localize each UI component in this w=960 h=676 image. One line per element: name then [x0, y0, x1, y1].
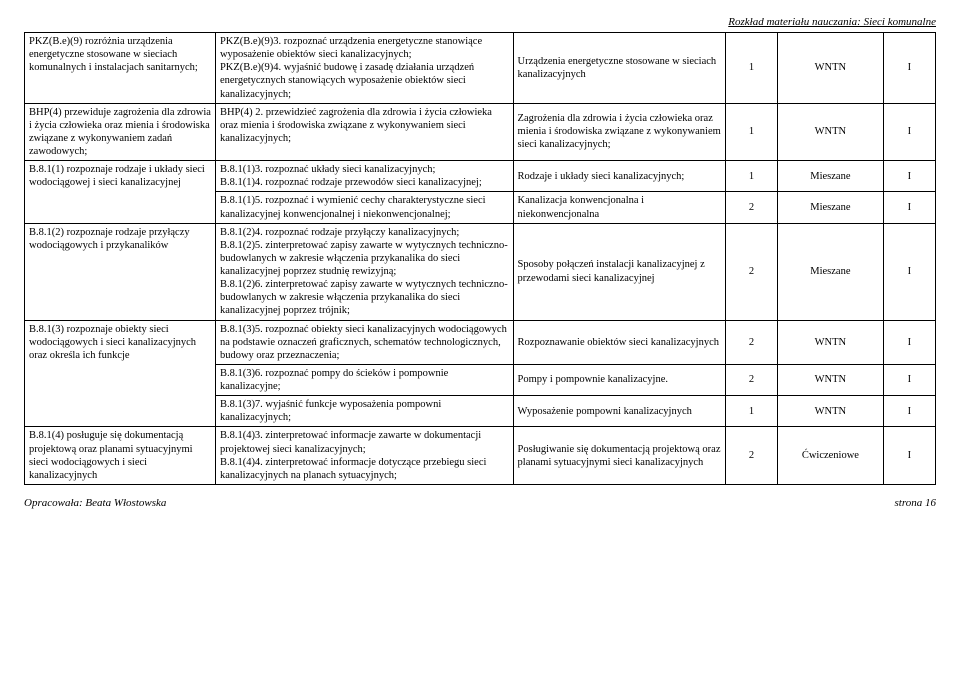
- table-row: PKZ(B.e)(9) rozróżnia urządzenia energet…: [25, 33, 936, 104]
- cell-col2: B.8.1(3)6. rozpoznać pompy do ścieków i …: [215, 364, 513, 395]
- cell-col2: B.8.1(3)5. rozpoznać obiekty sieci kanal…: [215, 320, 513, 364]
- cell-col5: WNTN: [778, 396, 884, 427]
- cell-col5: WNTN: [778, 364, 884, 395]
- table-row: B.8.1(4) posługuje się dokumentacją proj…: [25, 427, 936, 485]
- footer-author: Opracowała: Beata Włostowska: [24, 497, 166, 509]
- page-header: Rozkład materiału nauczania: Sieci komun…: [24, 16, 936, 28]
- table-row: B.8.1(1) rozpoznaje rodzaje i układy sie…: [25, 161, 936, 192]
- cell-col3: Sposoby połączeń instalacji kanalizacyjn…: [513, 223, 725, 320]
- cell-col2: B.8.1(1)3. rozpoznać układy sieci kanali…: [215, 161, 513, 192]
- cell-col6: I: [883, 161, 935, 192]
- cell-col1: B.8.1(3) rozpoznaje obiekty sieci wodoci…: [25, 320, 216, 427]
- cell-col3: Zagrożenia dla zdrowia i życia człowieka…: [513, 103, 725, 161]
- cell-col3: Wyposażenie pompowni kanalizacyjnych: [513, 396, 725, 427]
- table-row: B.8.1(2) rozpoznaje rodzaje przyłączy wo…: [25, 223, 936, 320]
- cell-col5: Ćwiczeniowe: [778, 427, 884, 485]
- cell-col3: Kanalizacja konwencjonalna i niekonwencj…: [513, 192, 725, 223]
- cell-col1: BHP(4) przewiduje zagrożenia dla zdrowia…: [25, 103, 216, 161]
- cell-col1: B.8.1(4) posługuje się dokumentacją proj…: [25, 427, 216, 485]
- cell-col1: PKZ(B.e)(9) rozróżnia urządzenia energet…: [25, 33, 216, 104]
- cell-col6: I: [883, 396, 935, 427]
- cell-col1: B.8.1(2) rozpoznaje rodzaje przyłączy wo…: [25, 223, 216, 320]
- cell-col2: B.8.1(1)5. rozpoznać i wymienić cechy ch…: [215, 192, 513, 223]
- curriculum-table: PKZ(B.e)(9) rozróżnia urządzenia energet…: [24, 32, 936, 485]
- cell-col6: I: [883, 103, 935, 161]
- cell-col2: BHP(4) 2. przewidzieć zagrożenia dla zdr…: [215, 103, 513, 161]
- cell-col6: I: [883, 33, 935, 104]
- cell-col4: 1: [725, 161, 777, 192]
- cell-col5: Mieszane: [778, 192, 884, 223]
- cell-col4: 1: [725, 33, 777, 104]
- cell-col3: Pompy i pompownie kanalizacyjne.: [513, 364, 725, 395]
- cell-col6: I: [883, 223, 935, 320]
- cell-col4: 2: [725, 427, 777, 485]
- cell-col4: 1: [725, 396, 777, 427]
- cell-col1: B.8.1(1) rozpoznaje rodzaje i układy sie…: [25, 161, 216, 224]
- cell-col3: Rozpoznawanie obiektów sieci kanalizacyj…: [513, 320, 725, 364]
- cell-col4: 1: [725, 103, 777, 161]
- cell-col5: Mieszane: [778, 223, 884, 320]
- cell-col3: Posługiwanie się dokumentacją projektową…: [513, 427, 725, 485]
- cell-col5: WNTN: [778, 103, 884, 161]
- cell-col2: PKZ(B.e)(9)3. rozpoznać urządzenia energ…: [215, 33, 513, 104]
- cell-col6: I: [883, 320, 935, 364]
- cell-col2: B.8.1(2)4. rozpoznać rodzaje przyłączy k…: [215, 223, 513, 320]
- cell-col5: WNTN: [778, 320, 884, 364]
- cell-col6: I: [883, 192, 935, 223]
- cell-col3: Urządzenia energetyczne stosowane w siec…: [513, 33, 725, 104]
- cell-col4: 2: [725, 223, 777, 320]
- cell-col3: Rodzaje i układy sieci kanalizacyjnych;: [513, 161, 725, 192]
- cell-col6: I: [883, 427, 935, 485]
- cell-col5: Mieszane: [778, 161, 884, 192]
- cell-col2: B.8.1(3)7. wyjaśnić funkcje wyposażenia …: [215, 396, 513, 427]
- cell-col4: 2: [725, 364, 777, 395]
- cell-col4: 2: [725, 192, 777, 223]
- table-row: BHP(4) przewiduje zagrożenia dla zdrowia…: [25, 103, 936, 161]
- cell-col4: 2: [725, 320, 777, 364]
- page-footer: Opracowała: Beata Włostowska strona 16: [24, 497, 936, 509]
- cell-col2: B.8.1(4)3. zinterpretować informacje zaw…: [215, 427, 513, 485]
- cell-col5: WNTN: [778, 33, 884, 104]
- cell-col6: I: [883, 364, 935, 395]
- footer-page: strona 16: [895, 497, 936, 509]
- table-row: B.8.1(3) rozpoznaje obiekty sieci wodoci…: [25, 320, 936, 364]
